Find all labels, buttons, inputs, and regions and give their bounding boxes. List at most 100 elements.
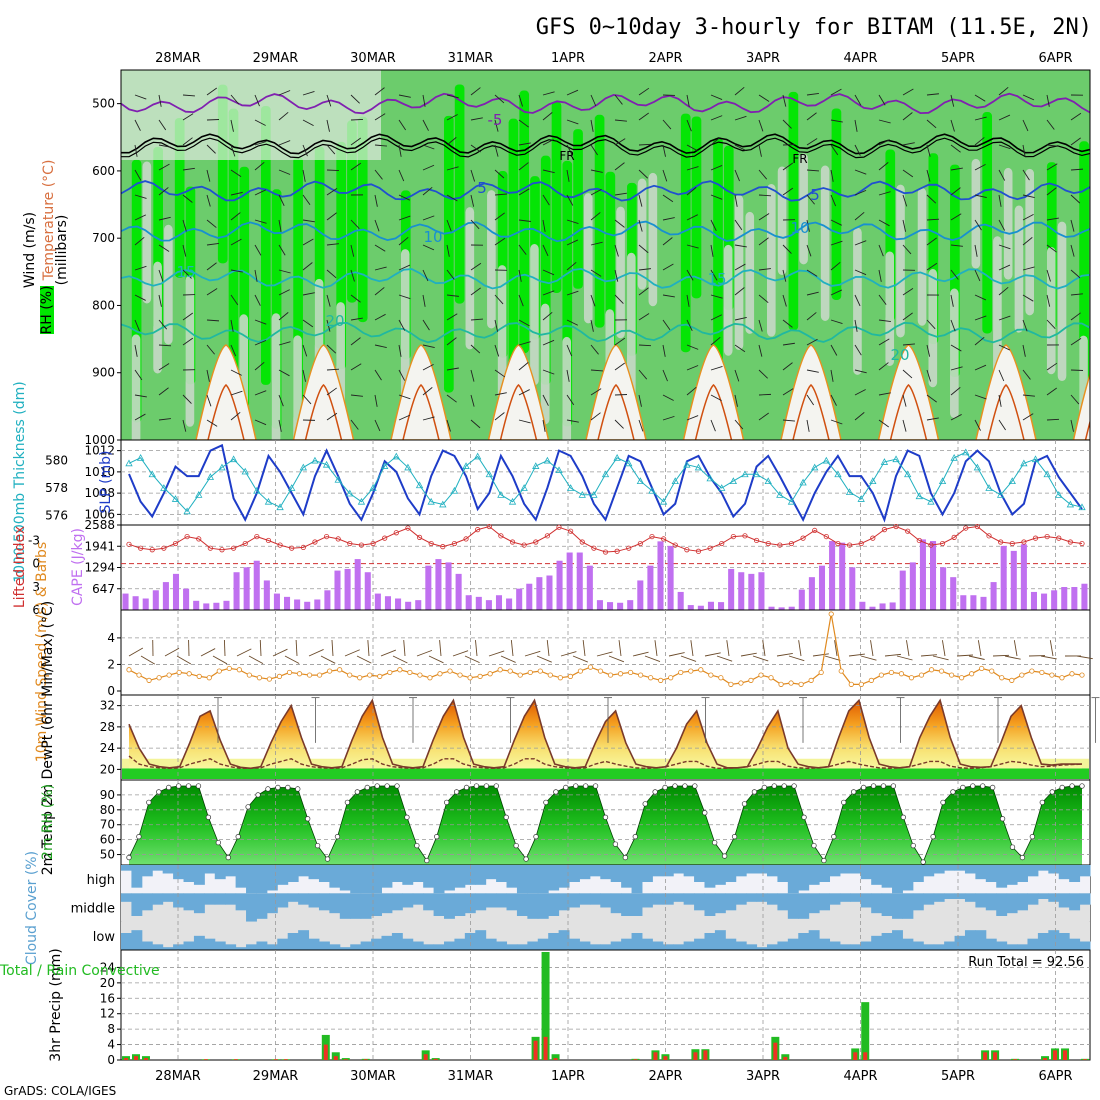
cloud-high-bar — [923, 865, 935, 877]
wind-barb — [854, 412, 865, 421]
rh-band-low — [648, 172, 658, 307]
cloud-low-bar — [1037, 933, 1049, 950]
top-date-label: 5APR — [941, 51, 975, 66]
wind-barb — [230, 411, 241, 421]
cloud-middle-bar — [912, 893, 924, 911]
wind-barb — [734, 194, 738, 207]
wind-barb — [974, 394, 987, 400]
wind-barb — [1070, 419, 1074, 432]
y-tick-label: 24 — [100, 741, 115, 755]
rh-point — [841, 799, 847, 806]
cloud-middle-bar — [996, 893, 1008, 916]
wind-speed-point — [547, 672, 553, 678]
wind-barb — [374, 344, 387, 348]
lifted-index-point — [870, 535, 876, 541]
cloud-high-bar — [860, 865, 872, 880]
wind-speed-point — [999, 675, 1005, 681]
wind-barb — [470, 219, 480, 230]
wind10m-barb — [788, 655, 805, 662]
cloud-high-bar — [339, 865, 351, 891]
lifted-index-point — [196, 536, 202, 542]
thickness-point — [1043, 470, 1051, 478]
lifted-index-point — [951, 534, 957, 540]
wind-barb — [158, 294, 162, 307]
wind-speed-point — [1049, 672, 1055, 678]
cloud-low-bar — [1027, 938, 1039, 950]
cloud-high-bar — [694, 865, 705, 882]
wind-barb — [470, 117, 483, 121]
surface-thermal — [390, 344, 452, 440]
wind-barb — [230, 238, 242, 246]
cloud-low-bar — [923, 944, 935, 950]
wind-barb — [782, 187, 794, 196]
cloud-low-bar — [225, 944, 237, 950]
wind-barb — [206, 288, 218, 296]
lifted-index-point — [614, 548, 620, 554]
wind-barb — [470, 394, 475, 407]
wind-barb — [830, 419, 843, 425]
wind10m-barb — [223, 639, 226, 657]
lifted-index-point — [928, 542, 934, 548]
lifted-index-point — [730, 533, 736, 540]
top-date-label: 28MAR — [155, 51, 201, 66]
y-tick-label: 1012 — [84, 444, 115, 458]
thickness-point — [357, 497, 366, 505]
thickness-point — [183, 507, 191, 515]
cloud-middle-bar — [475, 893, 487, 911]
cloud-middle-bar — [923, 893, 935, 905]
wind-barb — [350, 162, 362, 171]
cape-ylabel: CAPE (J/kg) — [70, 528, 86, 606]
cloud-high-bar — [162, 865, 174, 874]
cloud-low-bar — [694, 938, 705, 950]
wind-speed-point — [327, 668, 333, 674]
cloud-high-bar — [902, 865, 914, 891]
wind-barb — [278, 169, 291, 175]
cloud-high-bar — [600, 865, 612, 880]
wind-barb — [998, 114, 1011, 121]
rh-point — [652, 789, 658, 795]
cape-bar — [778, 607, 785, 610]
wind-barb — [230, 94, 240, 105]
wind-barb — [542, 244, 549, 257]
wind-barb — [350, 394, 363, 397]
cloud-low-bar — [162, 947, 174, 950]
wind-barb — [1046, 144, 1059, 147]
wind-speed-point — [979, 665, 985, 672]
wind-barb — [542, 112, 553, 121]
cloud-high-bar — [308, 865, 320, 880]
rh-point — [1029, 834, 1036, 840]
wind-barb — [1022, 319, 1028, 332]
wind-barb — [590, 388, 602, 396]
wind-speed-point — [758, 672, 764, 678]
cape-bar — [223, 600, 230, 610]
cloud-high-bar — [839, 865, 851, 874]
wind-barb — [734, 115, 747, 121]
wind-barb — [974, 364, 987, 371]
wind-barb — [470, 262, 482, 271]
rh-point — [235, 834, 241, 840]
thickness-point — [625, 459, 633, 467]
surface-thermal — [780, 344, 842, 440]
thickness-point — [950, 453, 958, 461]
wind-barb — [566, 144, 573, 156]
thickness-point — [497, 491, 505, 498]
wind10m-barb — [1004, 655, 1021, 660]
cloud-high-bar — [475, 865, 487, 885]
wind10m-barb — [392, 655, 408, 664]
temp-base-band — [122, 768, 1089, 779]
wind-barb — [494, 94, 505, 104]
wind10m-barb — [932, 655, 949, 661]
top-date-label: 1APR — [551, 51, 585, 66]
cloud-middle-bar — [308, 893, 320, 908]
wind10m-barb — [704, 652, 721, 657]
cloud-low-bar — [819, 938, 831, 950]
cloud-middle-bar — [725, 893, 737, 911]
wind-speed-point — [698, 667, 704, 673]
y-tick-label: 0 — [107, 684, 115, 698]
rh-band-low — [530, 244, 539, 386]
wind-barb — [518, 362, 529, 371]
cloud-middle-bar — [933, 893, 945, 902]
wind-barb — [758, 412, 769, 421]
